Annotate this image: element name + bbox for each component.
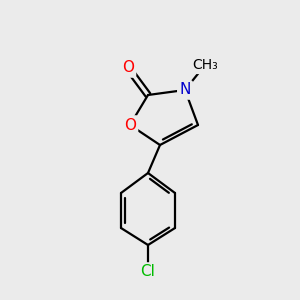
Text: N: N	[179, 82, 191, 98]
Text: O: O	[124, 118, 136, 133]
Text: O: O	[122, 61, 134, 76]
Text: Cl: Cl	[141, 265, 155, 280]
Text: CH₃: CH₃	[192, 58, 218, 72]
